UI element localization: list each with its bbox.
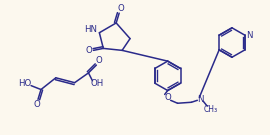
Text: OH: OH <box>91 79 104 88</box>
Text: N: N <box>247 31 253 40</box>
Text: O: O <box>164 93 171 102</box>
Text: HO: HO <box>19 79 32 88</box>
Text: N: N <box>197 95 204 104</box>
Text: O: O <box>95 56 102 65</box>
Text: O: O <box>85 46 92 55</box>
Text: O: O <box>118 4 124 13</box>
Text: CH₃: CH₃ <box>203 105 217 114</box>
Text: HN: HN <box>85 25 97 34</box>
Text: O: O <box>34 100 40 109</box>
